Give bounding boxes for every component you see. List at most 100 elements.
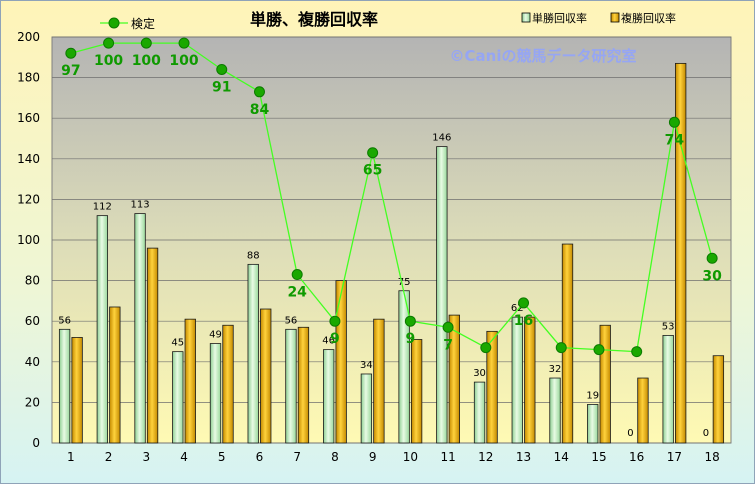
bar-data-label: 56: [58, 315, 71, 326]
test-line-point: [216, 63, 228, 75]
bar-win-return: [511, 316, 523, 444]
bar-data-label: 32: [549, 364, 562, 375]
test-line-point: [631, 346, 643, 358]
x-tick-label: 9: [369, 450, 377, 464]
bar-place-return: [410, 339, 423, 444]
test-line-point: [404, 315, 416, 327]
bar-data-label: 113: [131, 200, 150, 211]
bar-place-return: [675, 62, 687, 444]
bar-data-label: 0: [703, 428, 709, 439]
bar-data-label: 62: [511, 303, 524, 314]
test-line-point: [442, 321, 454, 333]
bar-data-label: 19: [586, 390, 599, 401]
bar-place-return: [335, 280, 347, 444]
test-data-label: 65: [363, 163, 382, 179]
bar-place-return: [599, 324, 611, 444]
bar-data-label: 49: [209, 330, 222, 341]
test-line-point: [103, 37, 115, 49]
bar-win-return: [134, 213, 146, 444]
test-line-point: [555, 342, 567, 354]
bar-data-label: 45: [171, 338, 184, 349]
y-tick-label: 180: [17, 71, 40, 85]
bar-place-return: [222, 324, 234, 444]
test-data-label: 84: [250, 102, 270, 118]
bar-place-return: [146, 247, 159, 444]
x-tick-label: 3: [142, 450, 150, 464]
x-tick-label: 16: [629, 450, 644, 464]
bar-place-return: [109, 306, 121, 444]
y-tick-label: 140: [17, 152, 40, 166]
bar-place-return: [637, 377, 649, 444]
bar-win-return: [549, 377, 561, 444]
test-data-label: 9: [405, 331, 415, 347]
y-tick-label: 160: [17, 111, 40, 125]
legend-swatch-win: [521, 12, 531, 23]
bar-data-label: 88: [247, 250, 260, 261]
test-data-label: 100: [169, 53, 198, 69]
watermark: ©Caniの競馬データ研究室: [450, 47, 637, 65]
test-data-label: 97: [61, 63, 80, 79]
chart-title: 単勝、複勝回収率: [250, 10, 378, 29]
test-data-label: 30: [702, 268, 722, 284]
y-tick-label: 20: [25, 395, 40, 409]
y-tick-label: 100: [17, 233, 40, 247]
x-tick-label: 1: [67, 450, 75, 464]
test-line-point: [329, 315, 341, 327]
legend-swatch-place: [610, 12, 620, 23]
x-tick-label: 13: [516, 450, 531, 464]
test-line-point: [367, 147, 379, 159]
y-tick-label: 40: [25, 355, 40, 369]
y-tick-label: 60: [25, 314, 40, 328]
test-data-label: 91: [212, 79, 231, 95]
bar-data-label: 75: [398, 277, 411, 288]
x-tick-label: 14: [554, 450, 569, 464]
bar-place-return: [712, 355, 725, 444]
x-tick-label: 6: [256, 450, 264, 464]
test-data-label: 74: [665, 132, 685, 148]
legend-label-test: 検定: [131, 16, 155, 31]
bar-place-return: [524, 316, 536, 444]
x-tick-label: 8: [331, 450, 339, 464]
y-tick-label: 80: [25, 274, 40, 288]
bar-data-label: 46: [322, 336, 335, 347]
bar-data-label: 53: [662, 321, 675, 332]
bar-win-return: [58, 328, 71, 444]
test-data-label: 100: [94, 53, 123, 69]
test-data-label: 7: [443, 337, 453, 353]
test-line-point: [178, 37, 190, 49]
test-line-point: [668, 116, 680, 128]
test-data-label: 16: [514, 313, 533, 329]
bar-win-return: [398, 290, 410, 444]
x-tick-label: 12: [478, 450, 493, 464]
bar-win-return: [360, 373, 373, 444]
bar-win-return: [96, 215, 108, 444]
test-line: [70, 42, 713, 353]
y-tick-label: 0: [32, 436, 40, 450]
bar-win-return: [587, 404, 599, 444]
x-tick-label: 10: [403, 450, 418, 464]
test-line-point: [518, 297, 530, 309]
bar-place-return: [448, 314, 460, 444]
bar-place-return: [373, 318, 385, 444]
x-tick-label: 4: [180, 450, 188, 464]
x-tick-label: 15: [591, 450, 606, 464]
bar-place-return: [260, 308, 272, 444]
bar-win-return: [473, 381, 486, 444]
bar-win-return: [209, 343, 222, 444]
test-data-label: 24: [287, 285, 307, 301]
x-tick-label: 7: [293, 450, 301, 464]
x-tick-label: 17: [667, 450, 682, 464]
test-line-point: [291, 269, 303, 281]
test-data-label: 9: [330, 331, 340, 347]
bar-place-return: [297, 326, 310, 444]
test-line-point: [480, 342, 492, 354]
y-tick-label: 120: [17, 192, 40, 206]
y-tick-label: 200: [17, 30, 40, 44]
test-data-label: 100: [132, 53, 161, 69]
x-tick-label: 2: [105, 450, 113, 464]
bar-win-return: [285, 328, 297, 444]
bar-win-return: [436, 146, 448, 444]
x-tick-label: 5: [218, 450, 226, 464]
